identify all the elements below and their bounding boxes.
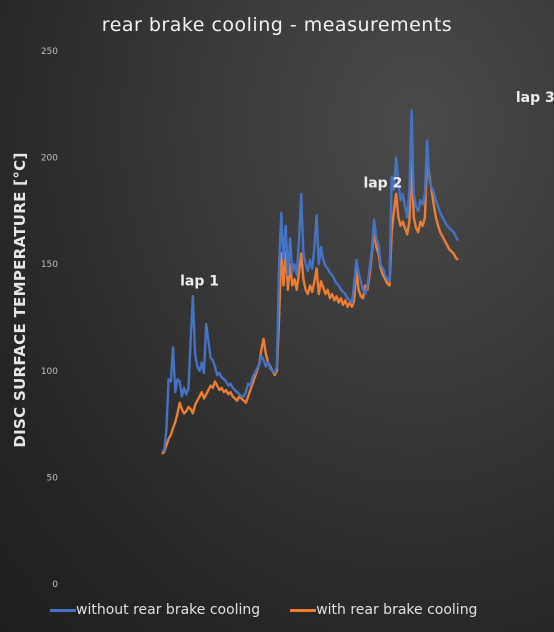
y-tick-label: 250 (41, 47, 58, 57)
legend-item-with-cooling: with rear brake cooling (290, 602, 477, 618)
annotation-lap-1: lap 1 (180, 274, 219, 290)
legend-swatch-without-cooling (50, 608, 76, 612)
lap-annotations: lap 1 lap 2 lap 3 (180, 90, 554, 289)
legend-label-with-cooling: with rear brake cooling (316, 602, 478, 618)
y-tick-label: 200 (41, 154, 58, 164)
legend-swatch-with-cooling (290, 608, 317, 612)
series-line-without-cooling (161, 109, 460, 453)
y-tick-label: 100 (41, 367, 58, 377)
series-lines (161, 109, 460, 455)
annotation-lap-2: lap 2 (363, 175, 402, 191)
legend-item-without-cooling: without rear brake cooling (50, 602, 260, 618)
legend-label-without-cooling: without rear brake cooling (76, 602, 261, 618)
y-tick-label: 0 (52, 580, 58, 590)
chart-title: rear brake cooling - measurements (101, 14, 453, 36)
series-line-with-cooling (161, 156, 459, 455)
y-axis-ticks: 0 50 100 150 200 250 (41, 47, 58, 590)
annotation-lap-3: lap 3 (516, 90, 554, 106)
legend: without rear brake cooling with rear bra… (50, 602, 540, 618)
y-tick-label: 50 (47, 473, 59, 483)
y-tick-label: 150 (41, 260, 58, 270)
